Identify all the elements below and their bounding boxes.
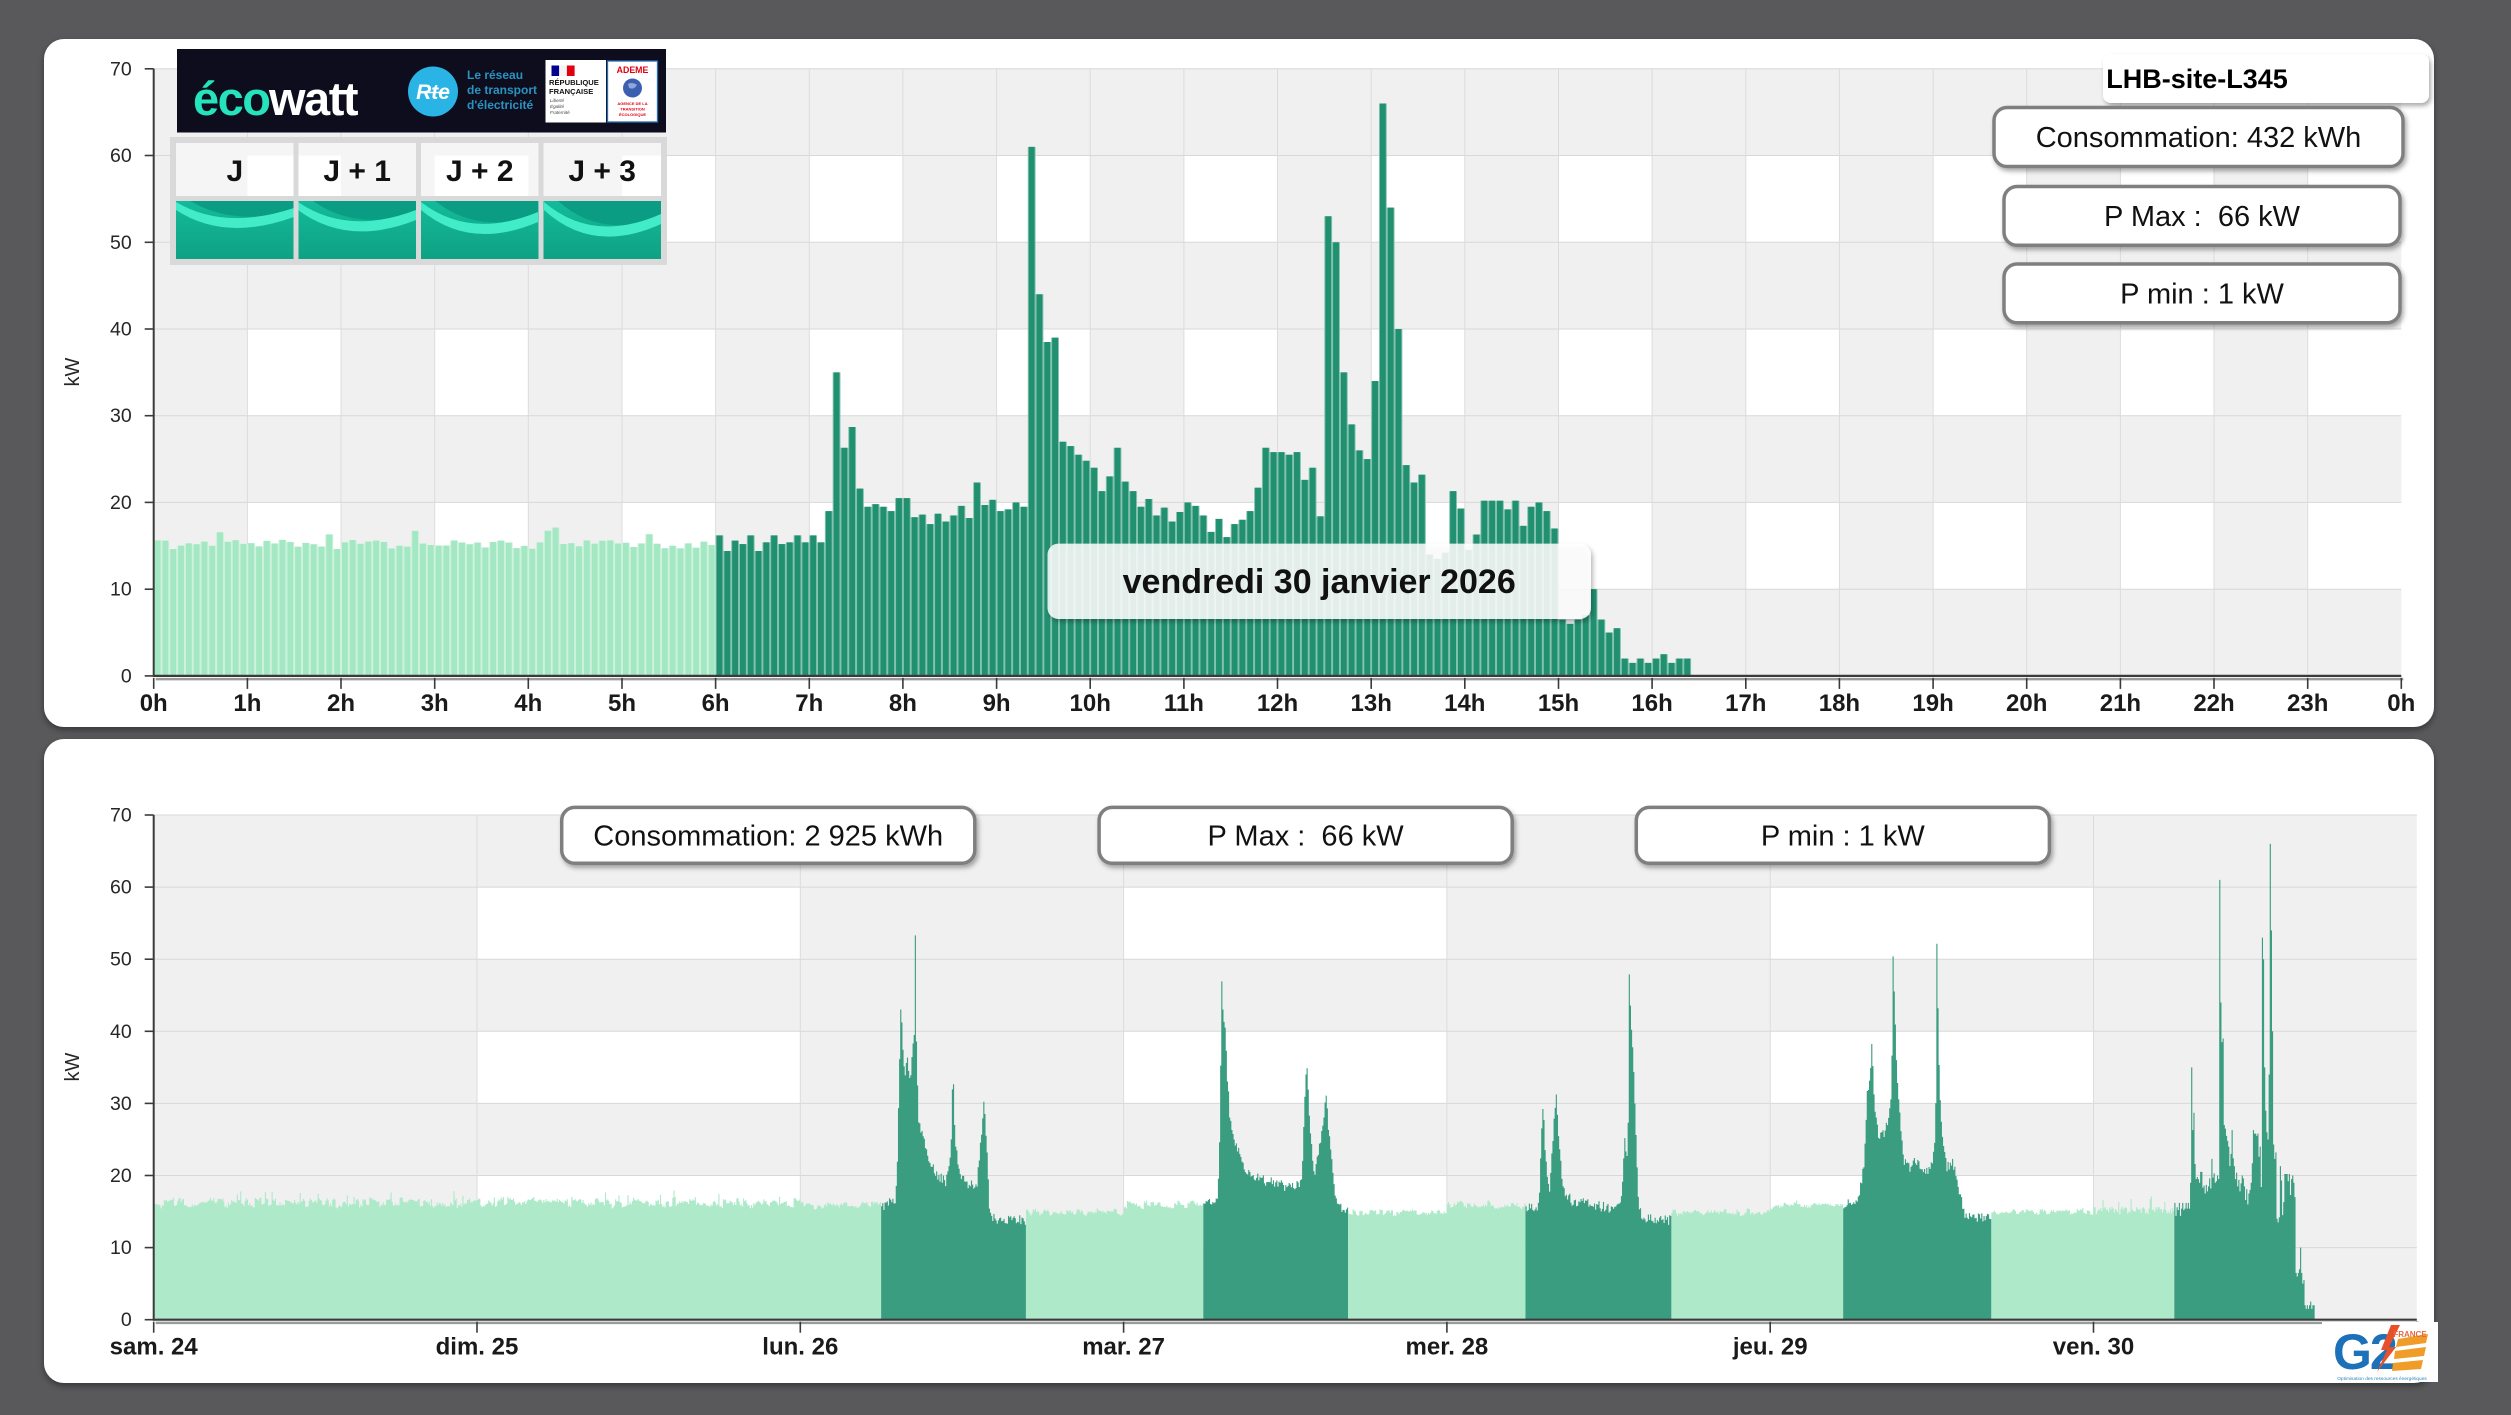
svg-text:7h: 7h xyxy=(795,690,823,717)
svg-text:ÉCOLOGIQUE: ÉCOLOGIQUE xyxy=(619,112,646,117)
svg-text:lun. 26: lun. 26 xyxy=(762,1334,838,1361)
svg-text:2h: 2h xyxy=(327,690,355,717)
svg-text:0h: 0h xyxy=(140,690,168,717)
svg-text:18h: 18h xyxy=(1819,690,1860,717)
svg-text:Consommation: 2 925 kWh: Consommation: 2 925 kWh xyxy=(593,820,943,852)
svg-text:RÉPUBLIQUE: RÉPUBLIQUE xyxy=(549,78,599,87)
svg-text:de transport: de transport xyxy=(467,83,537,97)
svg-text:éco: éco xyxy=(193,72,270,125)
svg-text:jeu. 29: jeu. 29 xyxy=(1732,1334,1808,1361)
svg-text:J + 2: J + 2 xyxy=(446,155,514,188)
svg-text:40: 40 xyxy=(110,1021,132,1043)
svg-text:dim. 25: dim. 25 xyxy=(436,1334,519,1361)
svg-text:50: 50 xyxy=(110,232,132,254)
svg-text:P min : 1 kW: P min : 1 kW xyxy=(2120,278,2284,310)
svg-text:0: 0 xyxy=(121,1309,132,1331)
svg-text:20: 20 xyxy=(110,1165,132,1187)
svg-text:P Max : 66 kW: P Max : 66 kW xyxy=(2104,201,2301,233)
svg-text:21h: 21h xyxy=(2100,690,2141,717)
svg-text:LHB-site-L345: LHB-site-L345 xyxy=(2106,64,2288,94)
svg-text:P Max : 66 kW: P Max : 66 kW xyxy=(1208,820,1405,852)
svg-text:J: J xyxy=(226,155,243,188)
svg-text:8h: 8h xyxy=(889,690,917,717)
svg-text:50: 50 xyxy=(110,949,132,971)
svg-text:70: 70 xyxy=(110,805,132,827)
svg-text:Égalité: Égalité xyxy=(550,103,564,109)
svg-text:P min : 1 kW: P min : 1 kW xyxy=(1761,820,1925,852)
svg-text:10h: 10h xyxy=(1070,690,1111,717)
svg-text:Liberté: Liberté xyxy=(550,98,564,103)
svg-text:19h: 19h xyxy=(1912,690,1953,717)
svg-text:Fraternité: Fraternité xyxy=(550,110,570,115)
svg-text:d'électricité: d'électricité xyxy=(467,98,534,112)
svg-text:11h: 11h xyxy=(1164,690,1204,717)
svg-text:kW: kW xyxy=(62,357,84,386)
svg-text:FRANCE: FRANCE xyxy=(2393,1330,2427,1339)
svg-text:22h: 22h xyxy=(2193,690,2234,717)
svg-text:vendredi 30 janvier 2026: vendredi 30 janvier 2026 xyxy=(1123,563,1516,601)
svg-text:30: 30 xyxy=(110,405,132,427)
svg-text:Le réseau: Le réseau xyxy=(467,68,523,82)
svg-text:J + 1: J + 1 xyxy=(323,155,391,188)
svg-text:mar. 27: mar. 27 xyxy=(1082,1334,1165,1361)
svg-text:23h: 23h xyxy=(2287,690,2328,717)
svg-text:1h: 1h xyxy=(233,690,261,717)
svg-text:40: 40 xyxy=(110,319,132,341)
svg-text:9h: 9h xyxy=(983,690,1011,717)
svg-text:Optimisation des ressources én: Optimisation des ressources énergétiques xyxy=(2337,1376,2427,1382)
svg-text:20h: 20h xyxy=(2006,690,2047,717)
svg-text:13h: 13h xyxy=(1351,690,1392,717)
svg-text:sam. 24: sam. 24 xyxy=(110,1334,199,1361)
svg-text:15h: 15h xyxy=(1538,690,1579,717)
svg-text:60: 60 xyxy=(110,145,132,167)
svg-text:AGENCE DE LA: AGENCE DE LA xyxy=(617,101,647,106)
svg-text:14h: 14h xyxy=(1444,690,1485,717)
svg-text:Consommation: 432 kWh: Consommation: 432 kWh xyxy=(2036,122,2362,154)
svg-text:J + 3: J + 3 xyxy=(568,155,636,188)
svg-text:FRANÇAISE: FRANÇAISE xyxy=(549,87,593,96)
svg-text:4h: 4h xyxy=(514,690,542,717)
svg-text:0h: 0h xyxy=(2387,690,2415,717)
svg-text:10: 10 xyxy=(110,1237,132,1259)
svg-text:ven. 30: ven. 30 xyxy=(2053,1334,2134,1361)
svg-text:watt: watt xyxy=(268,72,359,125)
svg-text:ADEME: ADEME xyxy=(617,65,649,75)
svg-text:0: 0 xyxy=(121,665,132,687)
svg-text:3h: 3h xyxy=(421,690,449,717)
svg-text:mer. 28: mer. 28 xyxy=(1406,1334,1489,1361)
svg-text:20: 20 xyxy=(110,492,132,514)
svg-text:30: 30 xyxy=(110,1093,132,1115)
svg-text:6h: 6h xyxy=(702,690,730,717)
svg-text:60: 60 xyxy=(110,877,132,899)
svg-text:TRANSITION: TRANSITION xyxy=(620,107,645,112)
svg-text:12h: 12h xyxy=(1257,690,1298,717)
svg-text:17h: 17h xyxy=(1725,690,1766,717)
svg-text:kW: kW xyxy=(62,1052,84,1081)
svg-text:16h: 16h xyxy=(1631,690,1672,717)
svg-text:10: 10 xyxy=(110,579,132,601)
svg-text:5h: 5h xyxy=(608,690,636,717)
svg-text:70: 70 xyxy=(110,58,132,80)
